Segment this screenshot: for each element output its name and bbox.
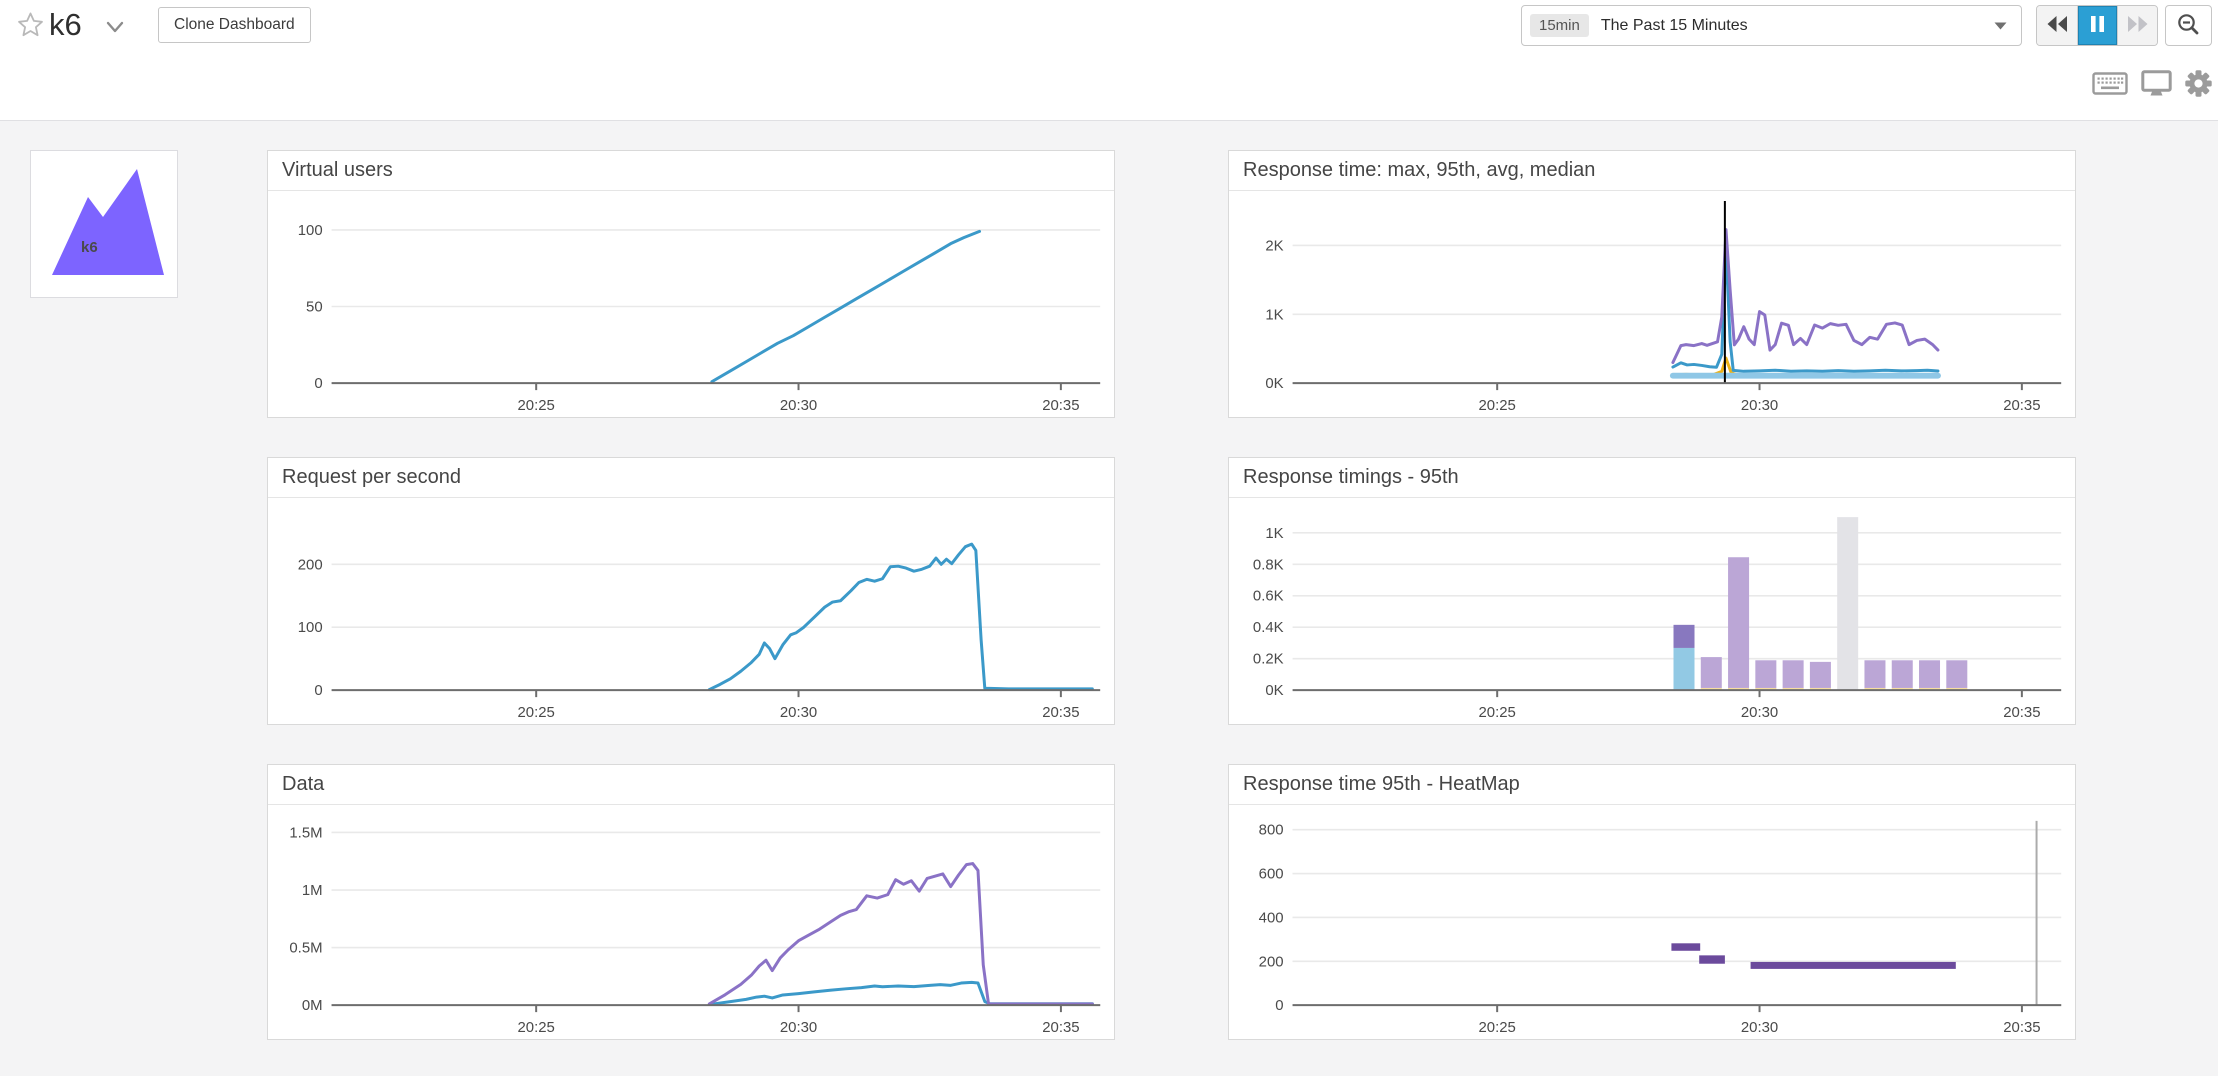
chart-card-virtual-users: Virtual users 20:25 20:30 20:35 0 50 100 bbox=[267, 150, 1115, 418]
svg-text:20:35: 20:35 bbox=[2003, 704, 2040, 721]
keyboard-shortcuts-button[interactable] bbox=[2092, 70, 2128, 100]
svg-text:20:25: 20:25 bbox=[518, 397, 555, 414]
chart-title: Data bbox=[268, 765, 1114, 805]
svg-text:100: 100 bbox=[298, 222, 323, 239]
dashboard-menu-button[interactable] bbox=[106, 21, 124, 33]
svg-text:20:30: 20:30 bbox=[1741, 397, 1778, 414]
time-range-select[interactable]: 15min The Past 15 Minutes bbox=[1521, 5, 2022, 46]
svg-text:1K: 1K bbox=[1265, 306, 1283, 323]
pause-icon bbox=[2090, 15, 2105, 36]
svg-text:800: 800 bbox=[1259, 822, 1284, 839]
svg-text:0.2K: 0.2K bbox=[1253, 651, 1284, 668]
svg-text:0.6K: 0.6K bbox=[1253, 588, 1284, 605]
svg-text:0.8K: 0.8K bbox=[1253, 556, 1284, 573]
chart-card-request-per-second: Request per second 20:25 20:30 20:35 0 100 20… bbox=[267, 457, 1115, 725]
zoom-out-button[interactable] bbox=[2165, 5, 2212, 46]
chart-title: Response time 95th - HeatMap bbox=[1229, 765, 2075, 805]
svg-text:20:30: 20:30 bbox=[1741, 704, 1778, 721]
svg-text:0.4K: 0.4K bbox=[1253, 619, 1284, 636]
dashboard-title: k6 bbox=[49, 7, 82, 42]
svg-text:20:30: 20:30 bbox=[780, 704, 817, 721]
svg-text:20:25: 20:25 bbox=[518, 704, 555, 721]
svg-text:20:35: 20:35 bbox=[1042, 704, 1079, 721]
chart-card-response-timings: Response timings - 95th 20:25 20:30 20:35 0… bbox=[1228, 457, 2076, 725]
svg-text:1M: 1M bbox=[302, 882, 323, 899]
star-icon bbox=[17, 12, 44, 41]
fast-forward-button[interactable] bbox=[2117, 6, 2157, 45]
svg-text:0K: 0K bbox=[1265, 375, 1283, 392]
chevron-down-icon bbox=[106, 21, 124, 36]
k6-logo-text: k6 bbox=[81, 239, 98, 256]
time-range-label: The Past 15 Minutes bbox=[1600, 16, 1748, 34]
svg-text:400: 400 bbox=[1259, 909, 1284, 926]
svg-text:20:25: 20:25 bbox=[1478, 1019, 1515, 1036]
rewind-icon bbox=[2047, 15, 2068, 36]
k6-logo-image: k6 bbox=[52, 169, 164, 275]
rewind-button[interactable] bbox=[2037, 6, 2077, 45]
dashboard-header: k6 Clone Dashboard 15min The Past 15 Min… bbox=[0, 0, 2218, 121]
svg-text:0: 0 bbox=[314, 682, 322, 699]
pause-button[interactable] bbox=[2077, 6, 2117, 45]
svg-text:50: 50 bbox=[306, 298, 323, 315]
select-caret-icon bbox=[1994, 17, 2007, 35]
heatmap-chart-canvas[interactable]: 20:25 20:30 20:35 0 200 400 600 800 bbox=[1229, 805, 2075, 1039]
keyboard-icon bbox=[2092, 70, 2128, 100]
response-timings-chart-canvas[interactable]: 20:25 20:30 20:35 0K 0.2K 0.4K 0.6K 0.8K 1K bbox=[1229, 498, 2075, 724]
dashboard-toolbar bbox=[2090, 68, 2212, 102]
tv-mode-button[interactable] bbox=[2141, 69, 2172, 101]
svg-text:20:25: 20:25 bbox=[517, 1019, 554, 1036]
svg-text:600: 600 bbox=[1259, 866, 1284, 883]
svg-text:20:30: 20:30 bbox=[1741, 1019, 1778, 1036]
request-per-second-chart-canvas[interactable]: 20:25 20:30 20:35 0 100 200 bbox=[268, 498, 1114, 724]
svg-text:2K: 2K bbox=[1265, 237, 1283, 254]
playback-controls bbox=[2036, 5, 2158, 46]
chart-card-response-time: Response time: max, 95th, avg, median 20… bbox=[1228, 150, 2076, 418]
monitor-icon bbox=[2141, 69, 2172, 101]
svg-text:100: 100 bbox=[298, 619, 323, 636]
svg-text:0M: 0M bbox=[302, 997, 323, 1014]
svg-text:0.5M: 0.5M bbox=[289, 940, 322, 957]
fast-forward-icon bbox=[2127, 15, 2148, 36]
chart-title: Response time: max, 95th, avg, median bbox=[1229, 151, 2075, 191]
k6-logo-mountain bbox=[52, 169, 164, 275]
settings-button[interactable] bbox=[2185, 70, 2212, 100]
svg-text:20:35: 20:35 bbox=[1042, 1019, 1079, 1036]
chart-title: Request per second bbox=[268, 458, 1114, 498]
svg-text:0: 0 bbox=[1275, 997, 1283, 1014]
chart-card-data: Data 20:25 20:30 20:35 0M 0.5M 1M 1.5M bbox=[267, 764, 1115, 1040]
svg-text:20:35: 20:35 bbox=[2003, 1019, 2040, 1036]
svg-text:0K: 0K bbox=[1265, 682, 1283, 699]
svg-text:20:25: 20:25 bbox=[1479, 397, 1516, 414]
chart-card-heatmap: Response time 95th - HeatMap 20:25 20:30 2… bbox=[1228, 764, 2076, 1040]
clone-dashboard-button[interactable]: Clone Dashboard bbox=[158, 7, 311, 43]
svg-text:200: 200 bbox=[298, 556, 323, 573]
svg-text:20:30: 20:30 bbox=[780, 397, 817, 414]
gear-icon bbox=[2185, 70, 2212, 100]
chart-title: Response timings - 95th bbox=[1229, 458, 2075, 498]
zoom-out-icon bbox=[2176, 12, 2201, 40]
time-range-badge: 15min bbox=[1530, 14, 1589, 37]
chart-title: Virtual users bbox=[268, 151, 1114, 191]
svg-text:200: 200 bbox=[1259, 953, 1284, 970]
svg-text:20:35: 20:35 bbox=[2003, 397, 2040, 414]
virtual-users-chart-canvas[interactable]: 20:25 20:30 20:35 0 50 100 bbox=[268, 191, 1114, 417]
k6-logo-widget: k6 bbox=[30, 150, 178, 298]
svg-text:20:30: 20:30 bbox=[780, 1019, 817, 1036]
svg-text:20:25: 20:25 bbox=[1479, 704, 1516, 721]
favorite-star-button[interactable] bbox=[16, 11, 44, 39]
svg-text:0: 0 bbox=[314, 375, 322, 392]
svg-text:1K: 1K bbox=[1265, 525, 1283, 542]
svg-text:20:35: 20:35 bbox=[1042, 397, 1079, 414]
svg-text:1.5M: 1.5M bbox=[289, 824, 322, 841]
data-chart-canvas[interactable]: 20:25 20:30 20:35 0M 0.5M 1M 1.5M bbox=[268, 805, 1114, 1039]
response-time-chart-canvas[interactable]: 20:25 20:30 20:35 0K 1K 2K bbox=[1229, 191, 2075, 417]
